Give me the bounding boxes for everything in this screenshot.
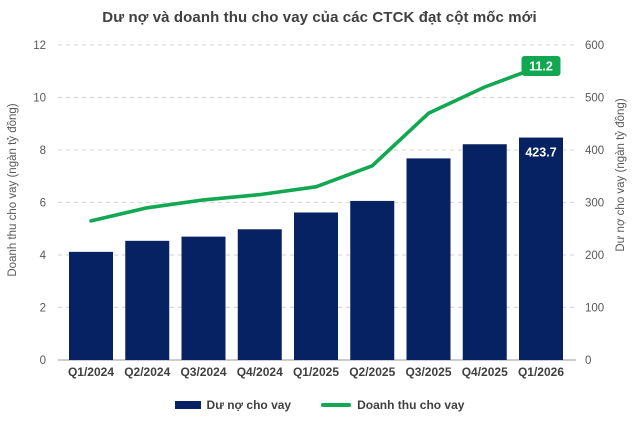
right-axis-tick-label: 100 <box>585 303 604 315</box>
revenue-line <box>89 64 543 223</box>
left-axis-title: Doanh thu cho vay (ngàn tỷ đồng) <box>7 103 19 276</box>
right-axis-title: Dư nợ cho vay (ngàn tỷ đồng) <box>615 98 627 251</box>
legend: Dư nợ cho vay Doanh thu cho vay <box>0 398 639 412</box>
line-value-badge-text: 11.2 <box>529 60 553 74</box>
x-tick-label: Q2/2025 <box>349 365 395 379</box>
bar-Q3/2024 <box>181 236 226 360</box>
legend-label-bar: Dư nợ cho vay <box>206 398 292 412</box>
line-value-badge <box>521 56 561 76</box>
line-series-swatch <box>321 403 352 407</box>
x-tick-label: Q4/2025 <box>462 365 508 379</box>
bar-Q4/2024 <box>237 229 282 360</box>
legend-label-line: Doanh thu cho vay <box>357 398 465 412</box>
bar-Q4/2025 <box>462 144 507 360</box>
x-tick-label: Q3/2024 <box>180 365 226 379</box>
plot-area: 0 2 4 6 8 10 12 0 100 200 300 400 500 600 Doanh thu ch… <box>7 40 627 379</box>
left-axis-tick-label: 2 <box>40 303 46 315</box>
legend-item-du-no-cho-vay: Dư nợ cho vay <box>174 398 292 412</box>
chart-title: Dư nợ và doanh thu cho vay của các CTCK … <box>102 9 537 26</box>
bar-Q2/2025 <box>350 200 395 360</box>
x-tick-label: Q4/2024 <box>237 365 283 379</box>
right-axis-tick-label: 200 <box>585 250 604 262</box>
left-axis-tick-label: 4 <box>40 250 47 262</box>
left-axis-tick-label: 10 <box>33 93 46 105</box>
bar-Q2/2024 <box>125 240 170 360</box>
x-tick-label: Q1/2024 <box>68 365 114 379</box>
right-axis-tick-label: 0 <box>585 355 591 367</box>
legend-item-doanh-thu-cho-vay: Doanh thu cho vay <box>321 398 464 412</box>
bar-Q1/2026 <box>519 137 563 360</box>
left-axis-tick-label: 6 <box>40 198 46 210</box>
left-axis-tick-label: 8 <box>40 145 46 157</box>
right-axis-tick-label: 400 <box>585 145 604 157</box>
bar-Q3/2025 <box>406 158 451 360</box>
bar-Q1/2024 <box>69 251 113 360</box>
bar-value-label: 423.7 <box>525 146 556 160</box>
x-tick-label: Q1/2025 <box>293 365 339 379</box>
x-tick-label: Q3/2025 <box>405 365 451 379</box>
bar-Q1/2025 <box>294 212 338 360</box>
x-tick-label: Q1/2026 <box>518 365 564 379</box>
right-axis-tick-label: 500 <box>585 93 604 105</box>
left-axis-tick-label: 12 <box>33 40 46 52</box>
x-tick-label: Q2/2024 <box>124 365 170 379</box>
bar-series-swatch <box>174 401 201 409</box>
left-axis-tick-label: 0 <box>40 355 46 367</box>
right-axis-tick-label: 600 <box>585 40 604 52</box>
right-axis-tick-label: 300 <box>585 198 604 210</box>
